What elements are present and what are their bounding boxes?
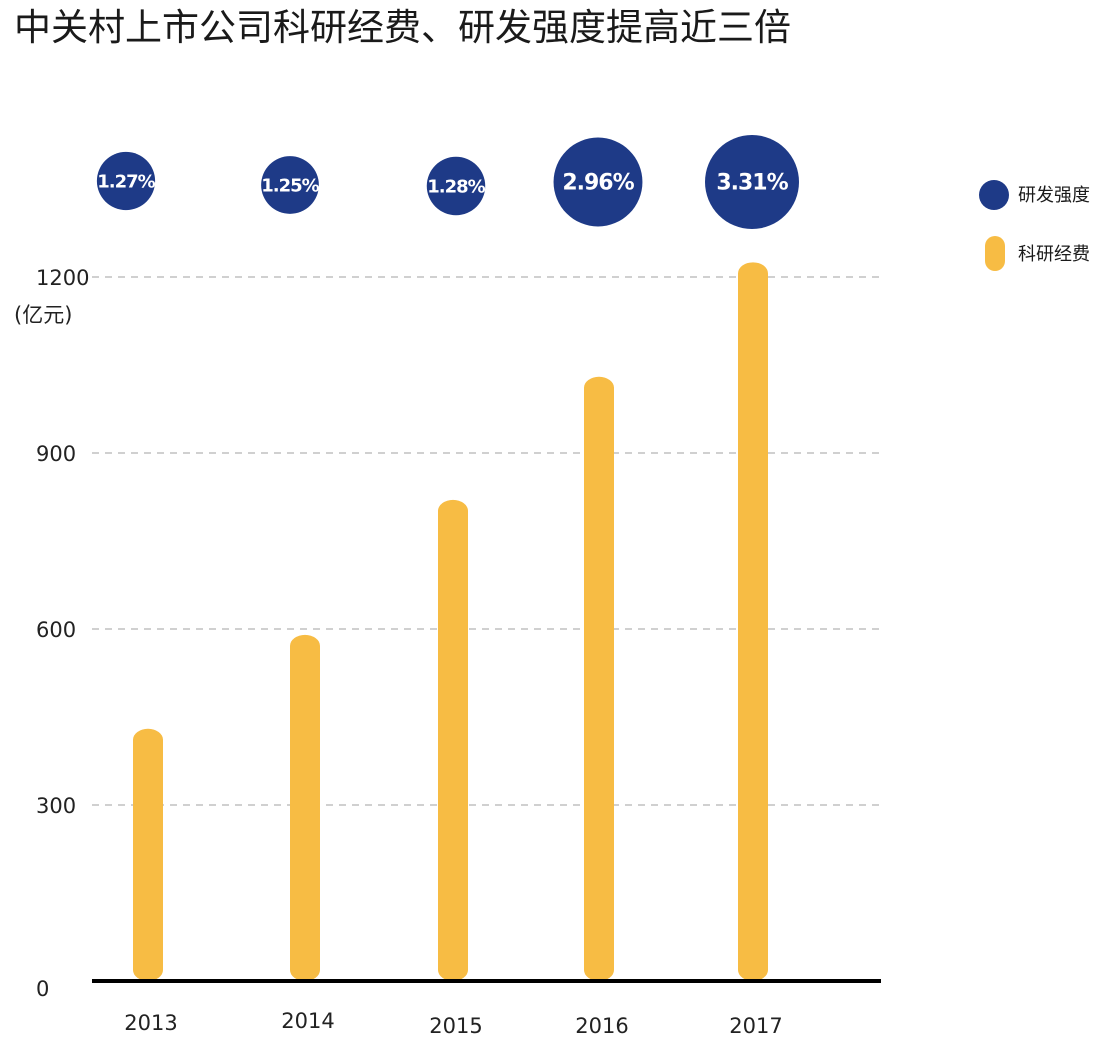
bubble-label: 2.96% bbox=[562, 171, 634, 196]
chart-title: 中关村上市公司科研经费、研发强度提高近三倍 bbox=[14, 6, 791, 49]
y-tick-label: 1200 bbox=[36, 266, 89, 290]
y-axis-unit-label: (亿元) bbox=[14, 303, 72, 327]
bubble-layer: 1.27% 1.25% 1.28% 2.96% 3.31% bbox=[96, 135, 799, 229]
bubble-2015 bbox=[426, 156, 486, 216]
bar-2015 bbox=[438, 499, 468, 981]
bubble-label: 1.27% bbox=[97, 171, 155, 192]
grid-layer bbox=[92, 276, 881, 806]
x-tick-label: 2015 bbox=[429, 1014, 482, 1038]
x-tick-label: 2014 bbox=[281, 1009, 334, 1033]
legend-label-bubble: 研发强度 bbox=[1018, 185, 1090, 206]
legend-swatch-bubble bbox=[979, 180, 1009, 210]
y-tick-label: 0 bbox=[36, 977, 49, 1001]
x-axis-ticks: 2013 2014 2015 2016 2017 bbox=[124, 1009, 782, 1038]
x-tick-label: 2017 bbox=[729, 1014, 782, 1038]
bubble-2013 bbox=[96, 151, 156, 211]
legend-swatch-bar bbox=[985, 236, 1005, 271]
bubble-label: 3.31% bbox=[716, 171, 788, 196]
bar-2016 bbox=[584, 376, 614, 981]
legend-label-bar: 科研经费 bbox=[1018, 244, 1090, 265]
bubble-label: 1.28% bbox=[427, 176, 485, 197]
y-axis-ticks: 0 300 600 900 1200 bbox=[36, 266, 89, 1001]
bar-2013 bbox=[133, 728, 163, 981]
bubble-2014 bbox=[261, 156, 319, 214]
x-tick-label: 2016 bbox=[575, 1014, 628, 1038]
bubble-2016 bbox=[553, 137, 643, 227]
legend: 研发强度 科研经费 bbox=[979, 180, 1090, 271]
bar-2014 bbox=[290, 634, 320, 981]
bubble-2017 bbox=[705, 135, 799, 229]
y-tick-label: 900 bbox=[36, 442, 76, 466]
bar-layer bbox=[133, 262, 768, 981]
x-tick-label: 2013 bbox=[124, 1011, 177, 1035]
y-tick-label: 600 bbox=[36, 618, 76, 642]
bar-2017 bbox=[738, 262, 768, 981]
bubble-label: 1.25% bbox=[261, 175, 319, 196]
y-tick-label: 300 bbox=[36, 794, 76, 818]
